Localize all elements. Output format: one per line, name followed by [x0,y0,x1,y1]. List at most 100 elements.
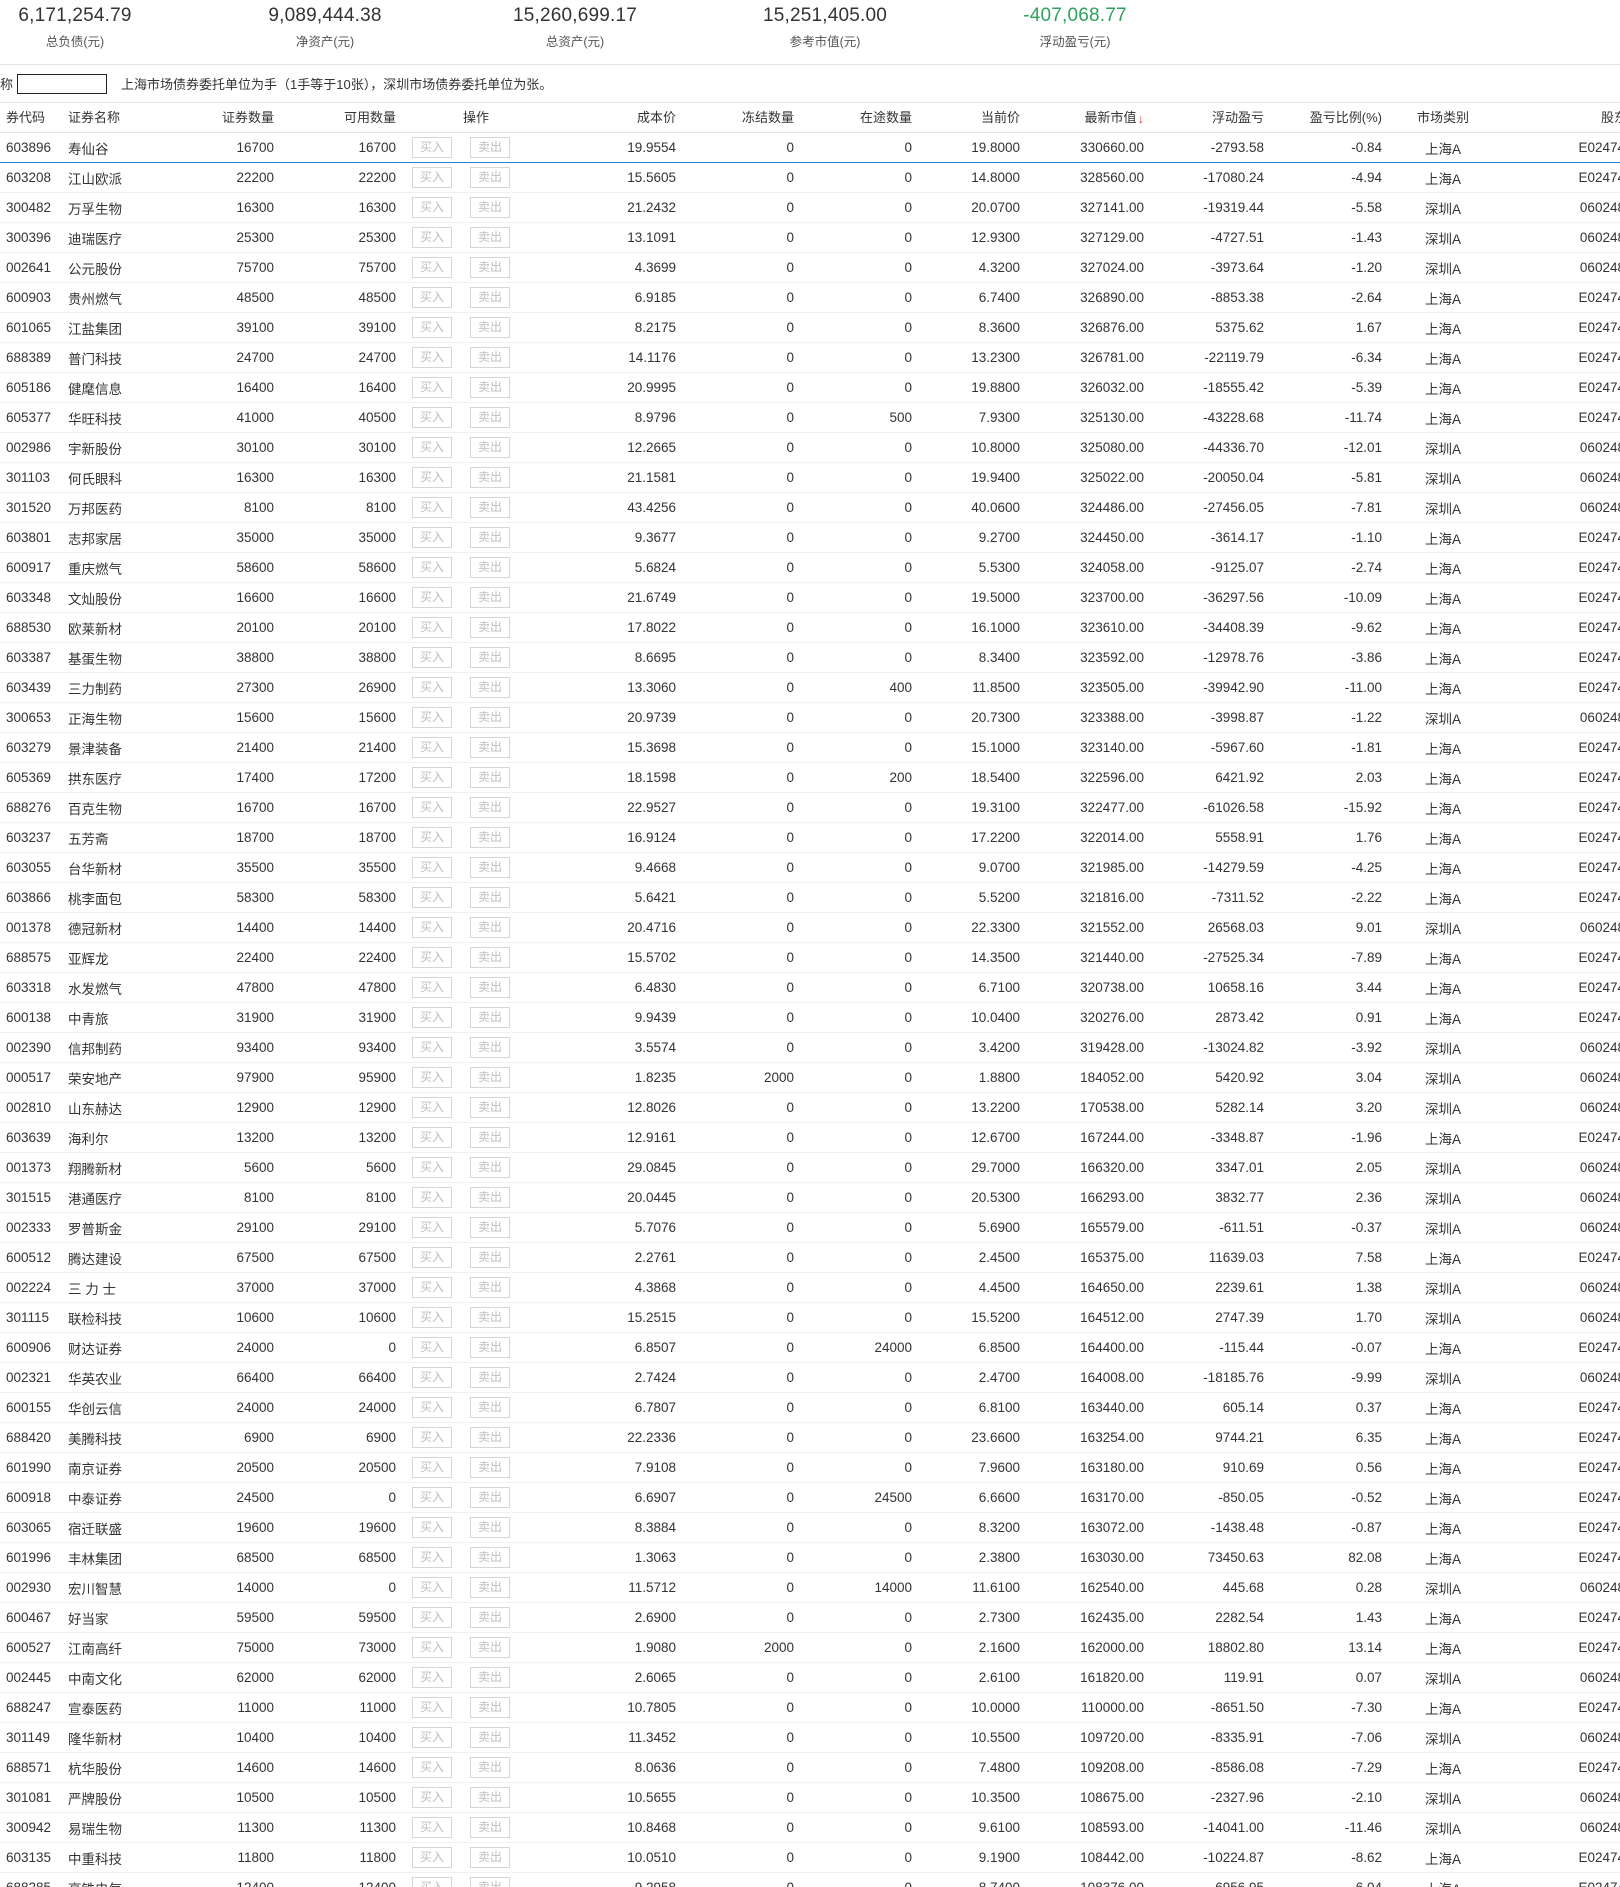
buy-button[interactable]: 买入 [412,767,452,788]
buy-button[interactable]: 买入 [412,1697,452,1718]
table-row[interactable]: 688571 杭华股份 14600 14600 买入 卖出 8.0636 0 0 7.4800 10… [0,1752,1620,1783]
sell-button[interactable]: 卖出 [470,1097,510,1118]
buy-button[interactable]: 买入 [412,347,452,368]
buy-button[interactable]: 买入 [412,917,452,938]
buy-button[interactable]: 买入 [412,227,452,248]
sell-button[interactable]: 卖出 [470,977,510,998]
sort-descending-icon[interactable]: ↓ [1137,111,1145,126]
column-header-cost[interactable]: 成本价 [550,103,682,133]
table-row[interactable]: 000517 荣安地产 97900 95900 买入 卖出 1.8235 2000 0 1.880… [0,1062,1620,1093]
buy-button[interactable]: 买入 [412,1577,452,1598]
sell-button[interactable]: 卖出 [470,1757,510,1778]
sell-button[interactable]: 卖出 [470,887,510,908]
table-row[interactable]: 002445 中南文化 62000 62000 买入 卖出 2.6065 0 0 2.6100 16… [0,1662,1620,1693]
table-row[interactable]: 603439 三力制药 27300 26900 买入 卖出 13.3060 0 400 11.85… [0,672,1620,703]
table-row[interactable]: 603387 基蛋生物 38800 38800 买入 卖出 8.6695 0 0 8.3400 32… [0,642,1620,673]
sell-button[interactable]: 卖出 [470,1517,510,1538]
sell-button[interactable]: 卖出 [470,1817,510,1838]
table-row[interactable]: 002321 华英农业 66400 66400 买入 卖出 2.7424 0 0 2.4700 16… [0,1362,1620,1393]
sell-button[interactable]: 卖出 [470,1247,510,1268]
buy-button[interactable]: 买入 [412,437,452,458]
buy-button[interactable]: 买入 [412,1727,452,1748]
table-row[interactable]: 603055 台华新材 35500 35500 买入 卖出 9.4668 0 0 9.0700 32… [0,852,1620,883]
table-row[interactable]: 600918 中泰证券 24500 0 买入 卖出 6.6907 0 24500 6.6600 16… [0,1482,1620,1513]
sell-button[interactable]: 卖出 [470,1187,510,1208]
buy-button[interactable]: 买入 [412,977,452,998]
sell-button[interactable]: 卖出 [470,437,510,458]
sell-button[interactable]: 卖出 [470,1337,510,1358]
table-row[interactable]: 002224 三 力 士 37000 37000 买入 卖出 4.3868 0 0 4.4500 1… [0,1272,1620,1303]
table-row[interactable]: 603348 文灿股份 16600 16600 买入 卖出 21.6749 0 0 19.5000… [0,582,1620,613]
sell-button[interactable]: 卖出 [470,1547,510,1568]
sell-button[interactable]: 卖出 [470,1277,510,1298]
sell-button[interactable]: 卖出 [470,1217,510,1238]
table-row[interactable]: 600138 中青旅 31900 31900 买入 卖出 9.9439 0 0 10.0400 32… [0,1002,1620,1033]
buy-button[interactable]: 买入 [412,797,452,818]
table-row[interactable]: 601065 江盐集团 39100 39100 买入 卖出 8.2175 0 0 8.3600 32… [0,312,1620,343]
sell-button[interactable]: 卖出 [470,1607,510,1628]
table-row[interactable]: 002810 山东赫达 12900 12900 买入 卖出 12.8026 0 0 13.2200… [0,1092,1620,1123]
buy-button[interactable]: 买入 [412,1637,452,1658]
sell-button[interactable]: 卖出 [470,647,510,668]
buy-button[interactable]: 买入 [412,737,452,758]
table-row[interactable]: 600467 好当家 59500 59500 买入 卖出 2.6900 0 0 2.7300 162… [0,1602,1620,1633]
buy-button[interactable]: 买入 [412,167,452,188]
buy-button[interactable]: 买入 [412,1397,452,1418]
buy-button[interactable]: 买入 [412,1757,452,1778]
sell-button[interactable]: 卖出 [470,917,510,938]
table-row[interactable]: 688247 宣泰医药 11000 11000 买入 卖出 10.7805 0 0 10.0000… [0,1692,1620,1723]
sell-button[interactable]: 卖出 [470,407,510,428]
column-header-holder[interactable]: 股东代 [1498,103,1620,133]
buy-button[interactable]: 买入 [412,1307,452,1328]
table-row[interactable]: 600527 江南高纤 75000 73000 买入 卖出 1.9080 2000 0 2.160… [0,1632,1620,1663]
table-row[interactable]: 688276 百克生物 16700 16700 买入 卖出 22.9527 0 0 19.3100… [0,792,1620,823]
table-row[interactable]: 600917 重庆燃气 58600 58600 买入 卖出 5.6824 0 0 5.5300 32… [0,552,1620,583]
table-row[interactable]: 301515 港通医疗 8100 8100 买入 卖出 20.0445 0 0 20.5300 16… [0,1182,1620,1213]
sell-button[interactable]: 卖出 [470,137,510,158]
buy-button[interactable]: 买入 [412,1847,452,1868]
table-row[interactable]: 688575 亚辉龙 22400 22400 买入 卖出 15.5702 0 0 14.3500 3… [0,942,1620,973]
sell-button[interactable]: 卖出 [470,377,510,398]
table-row[interactable]: 688420 美腾科技 6900 6900 买入 卖出 22.2336 0 0 23.6600 16… [0,1422,1620,1453]
table-row[interactable]: 002641 公元股份 75700 75700 买入 卖出 4.3699 0 0 4.3200 32… [0,252,1620,283]
buy-button[interactable]: 买入 [412,1817,452,1838]
table-row[interactable]: 605369 拱东医疗 17400 17200 买入 卖出 18.1598 0 200 18.54… [0,762,1620,793]
buy-button[interactable]: 买入 [412,677,452,698]
sell-button[interactable]: 卖出 [470,557,510,578]
buy-button[interactable]: 买入 [412,1037,452,1058]
security-name-input[interactable] [17,73,108,94]
table-row[interactable]: 002986 宇新股份 30100 30100 买入 卖出 12.2665 0 0 10.8000… [0,432,1620,463]
table-row[interactable]: 301115 联检科技 10600 10600 买入 卖出 15.2515 0 0 15.5200… [0,1302,1620,1333]
sell-button[interactable]: 卖出 [470,1037,510,1058]
column-header-code[interactable]: 券代码 [0,103,62,133]
buy-button[interactable]: 买入 [412,1007,452,1028]
sell-button[interactable]: 卖出 [470,1457,510,1478]
sell-button[interactable]: 卖出 [470,587,510,608]
buy-button[interactable]: 买入 [412,407,452,428]
sell-button[interactable]: 卖出 [470,1577,510,1598]
sell-button[interactable]: 卖出 [470,497,510,518]
buy-button[interactable]: 买入 [412,1367,452,1388]
buy-button[interactable]: 买入 [412,467,452,488]
table-row[interactable]: 603801 志邦家居 35000 35000 买入 卖出 9.3677 0 0 9.2700 32… [0,522,1620,553]
buy-button[interactable]: 买入 [412,1277,452,1298]
buy-button[interactable]: 买入 [412,197,452,218]
table-row[interactable]: 600906 财达证券 24000 0 买入 卖出 6.8507 0 24000 6.8500 16… [0,1332,1620,1363]
table-row[interactable]: 605377 华旺科技 41000 40500 买入 卖出 8.9796 0 500 7.9300… [0,402,1620,433]
table-row[interactable]: 688389 普门科技 24700 24700 买入 卖出 14.1176 0 0 13.2300… [0,342,1620,373]
table-row[interactable]: 601990 南京证券 20500 20500 买入 卖出 7.9108 0 0 7.9600 16… [0,1452,1620,1483]
column-header-avail[interactable]: 可用数量 [280,103,402,133]
column-header-mkt[interactable]: 市场类别 [1388,103,1498,133]
table-row[interactable]: 002930 宏川智慧 14000 0 买入 卖出 11.5712 0 14000 11.6100… [0,1572,1620,1603]
table-row[interactable]: 300482 万孚生物 16300 16300 买入 卖出 21.2432 0 0 20.0700… [0,192,1620,223]
sell-button[interactable]: 卖出 [470,1787,510,1808]
table-row[interactable]: 301520 万邦医药 8100 8100 买入 卖出 43.4256 0 0 40.0600 32… [0,492,1620,523]
table-row[interactable]: 688530 欧莱新材 20100 20100 买入 卖出 17.8022 0 0 16.1000… [0,612,1620,643]
table-row[interactable]: 001378 德冠新材 14400 14400 买入 卖出 20.4716 0 0 22.3300… [0,912,1620,943]
sell-button[interactable]: 卖出 [470,857,510,878]
sell-button[interactable]: 卖出 [470,1397,510,1418]
buy-button[interactable]: 买入 [412,497,452,518]
sell-button[interactable]: 卖出 [470,1847,510,1868]
buy-button[interactable]: 买入 [412,1877,452,1887]
buy-button[interactable]: 买入 [412,887,452,908]
